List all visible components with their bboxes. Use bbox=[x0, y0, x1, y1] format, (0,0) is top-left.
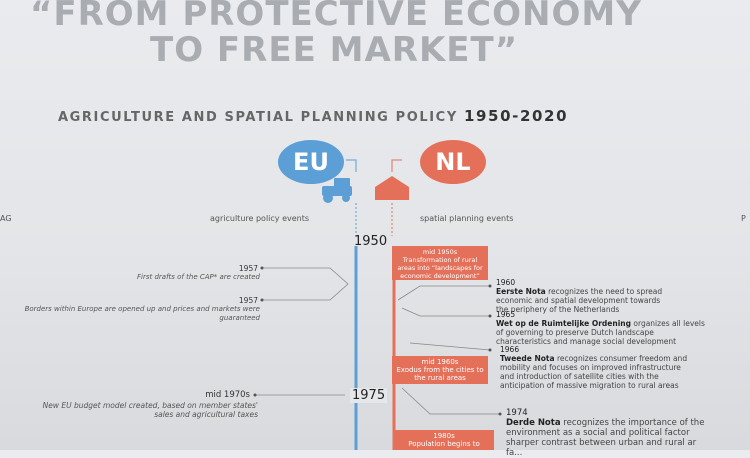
eu-event-year: mid 1970s bbox=[205, 390, 250, 400]
nl-event-line: sharper contrast between urban and rural… bbox=[506, 438, 697, 448]
subtitle-text: AGRICULTURE AND SPATIAL PLANNING POLICY bbox=[58, 110, 458, 125]
nl-event-year: 1965 bbox=[496, 310, 516, 319]
nl-event-text: organizes all levels bbox=[633, 319, 705, 328]
nl-event-line: anticipation of massive migration to rur… bbox=[500, 381, 679, 390]
nl-event-line: and introduction of satellite cities wit… bbox=[500, 372, 659, 381]
eu-event-year: 1957 bbox=[238, 296, 258, 305]
nl-event-line: the periphery of the Netherlands bbox=[496, 305, 620, 314]
nl-event-line: characteristics and manage social develo… bbox=[496, 337, 677, 346]
nl-event-name: Derde Nota bbox=[506, 418, 561, 428]
nl-event-text: recognizes the importance of the bbox=[563, 418, 705, 428]
house-icon bbox=[375, 176, 409, 200]
subtitle-years: 1950-2020 bbox=[463, 107, 569, 125]
nl-event-line: mobility and focuses on improved infrast… bbox=[500, 363, 681, 372]
eu-badge: EU bbox=[278, 140, 344, 184]
nl-event: 1974 Derde Nota recognizes the importanc… bbox=[506, 408, 704, 458]
tractor-icon bbox=[322, 178, 352, 203]
year-1950-label: 1950 bbox=[354, 234, 388, 249]
nl-period-text: Population begins to bbox=[408, 440, 480, 448]
headline-line-1: “FROM PROTECTIVE ECONOMY bbox=[30, 0, 642, 34]
subtitle: AGRICULTURE AND SPATIAL PLANNING POLICY … bbox=[58, 107, 708, 125]
nl-period-box: mid 1950s Transformation of rural areas … bbox=[392, 246, 488, 280]
nl-event-name: Eerste Nota bbox=[496, 287, 546, 296]
nl-period-box: mid 1960s Exodus from the cities to the … bbox=[392, 356, 488, 384]
eu-event-text: Borders within Europe are opened up and … bbox=[24, 305, 260, 322]
headline-line-2: TO FREE MARKET” bbox=[150, 30, 519, 70]
nl-period-text: Transformation of rural areas into “land… bbox=[397, 256, 483, 280]
nl-event-year: 1960 bbox=[496, 278, 516, 287]
agriculture-column-header: agriculture policy events bbox=[210, 214, 310, 223]
year-1975-label: 1975 bbox=[350, 388, 388, 403]
nl-period-title: 1980s bbox=[433, 432, 455, 440]
nl-event-line: of governing to preserve Dutch landscape bbox=[496, 328, 654, 337]
right-edge-header: P bbox=[741, 214, 746, 223]
eu-event-text: New EU budget model created, based on me… bbox=[42, 401, 258, 419]
nl-period-box: 1980s Population begins to bbox=[394, 430, 494, 450]
eu-event-year: 1957 bbox=[238, 264, 258, 273]
nl-event-name: Tweede Nota bbox=[500, 354, 555, 363]
nl-event-text: recognizes the need to spread bbox=[548, 287, 663, 296]
nl-badge: NL bbox=[420, 140, 486, 184]
nl-event-year: 1966 bbox=[500, 345, 520, 354]
nl-period-title: mid 1950s bbox=[422, 248, 458, 256]
nl-event: 1965 Wet op de Ruimtelijke Ordening orga… bbox=[496, 310, 705, 346]
nl-event-line: environment as a social and political fa… bbox=[506, 428, 690, 438]
left-edge-header: AG bbox=[0, 214, 12, 223]
eu-event-text: First drafts of the CAP* are created bbox=[137, 273, 260, 281]
nl-event: 1960 Eerste Nota recognizes the need to … bbox=[496, 278, 662, 314]
nl-period-text: Exodus from the cities to the rural area… bbox=[396, 366, 484, 382]
nl-event-line: economic and spatial development towards bbox=[496, 296, 661, 305]
nl-event: 1966 Tweede Nota recognizes consumer fre… bbox=[500, 345, 687, 390]
nl-event-name: Wet op de Ruimtelijke Ordening bbox=[496, 319, 632, 328]
nl-event-year: 1974 bbox=[506, 408, 528, 418]
nl-event-text: recognizes consumer freedom and bbox=[556, 354, 688, 363]
nl-period-title: mid 1960s bbox=[421, 358, 459, 366]
spatial-column-header: spatial planning events bbox=[420, 214, 514, 223]
